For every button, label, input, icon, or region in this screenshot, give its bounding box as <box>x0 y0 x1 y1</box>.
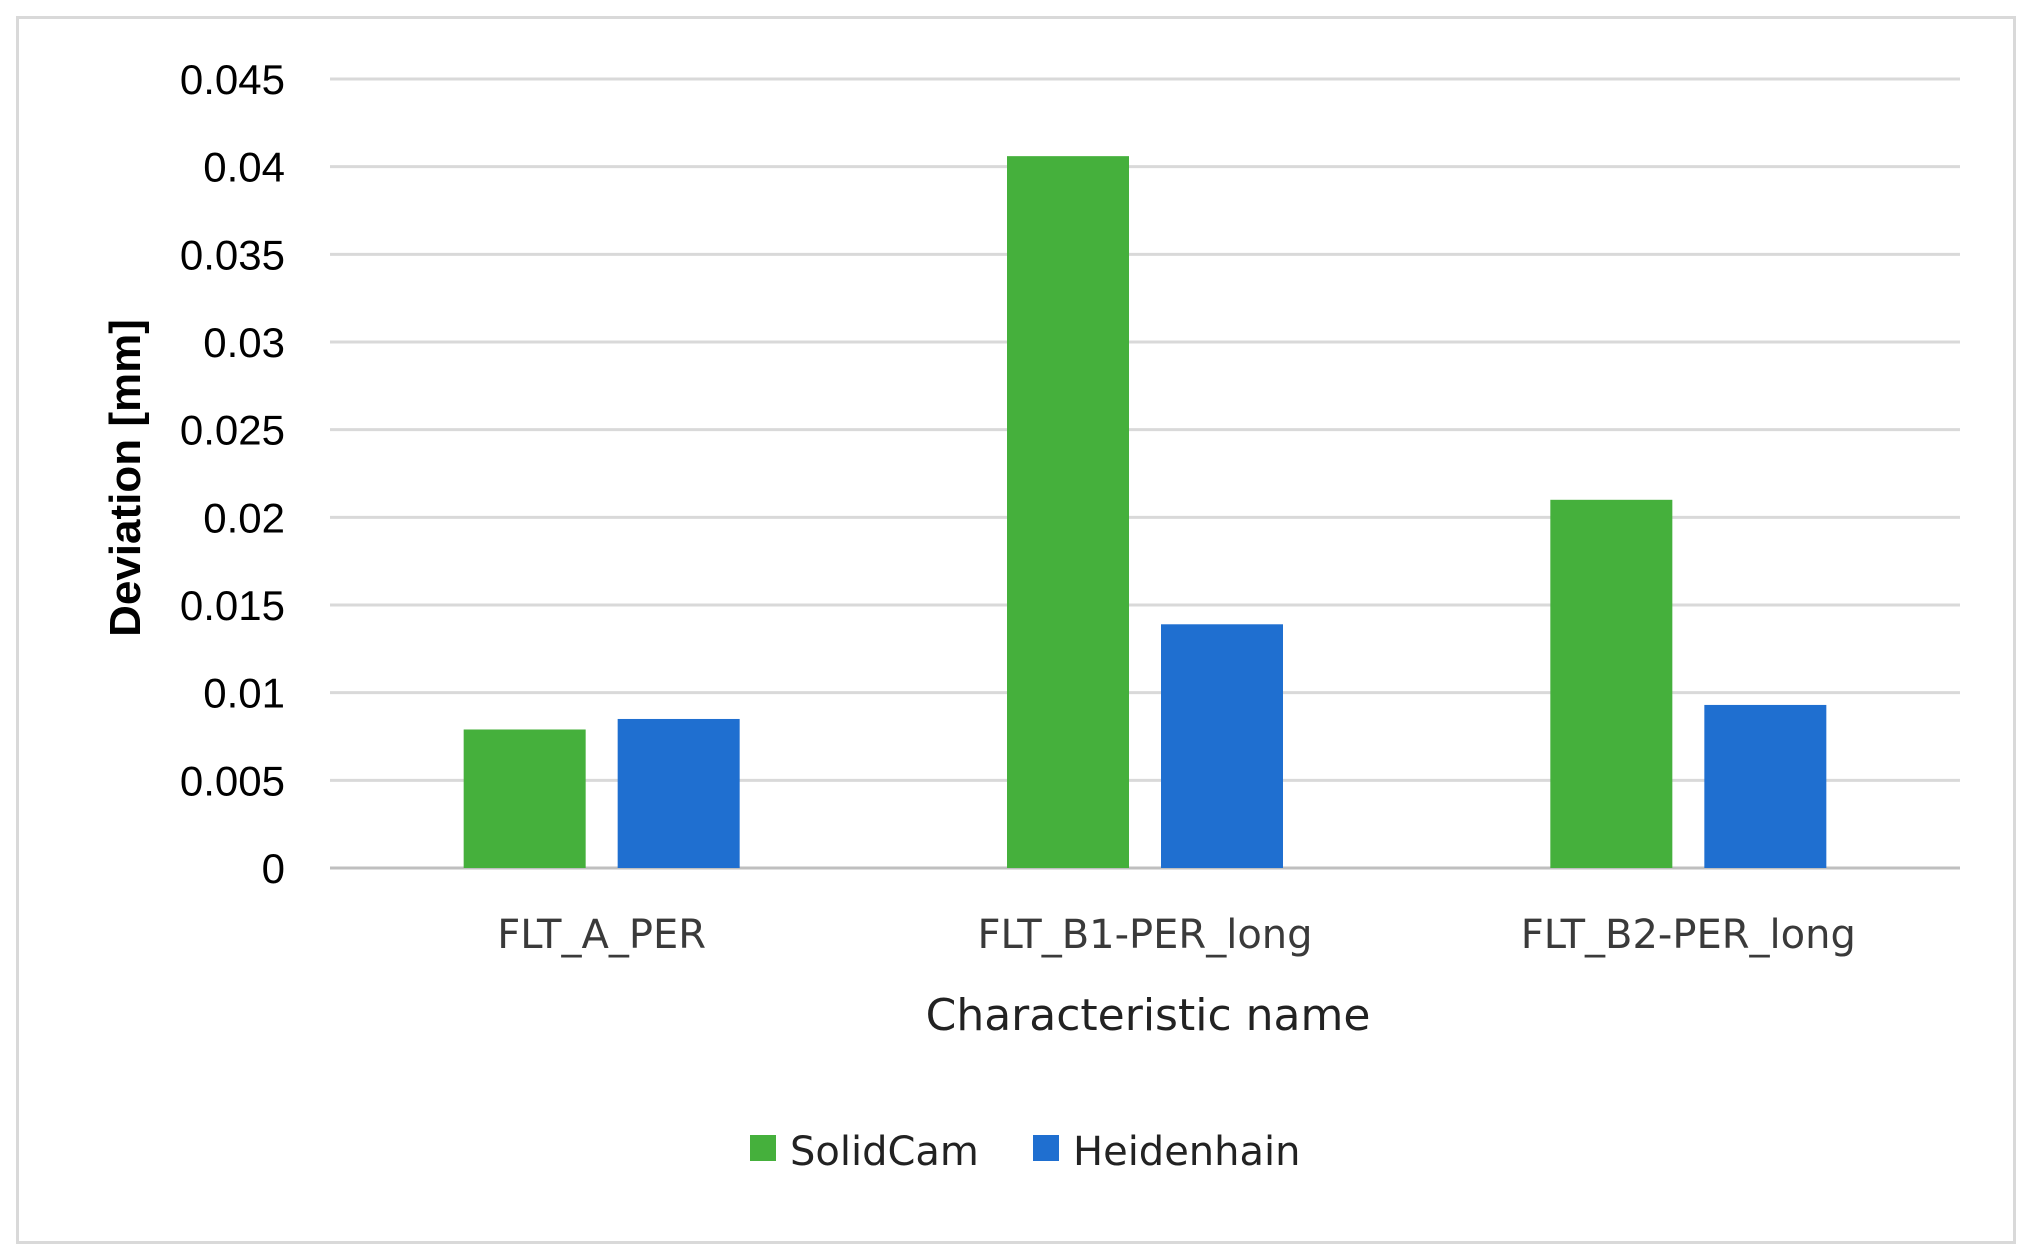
bars <box>463 156 1827 868</box>
y-tick-label: 0.01 <box>203 670 285 717</box>
bar-solidcam-2 <box>1007 156 1129 868</box>
y-tick-label: 0.015 <box>180 582 285 629</box>
y-axis-ticks: 0 0.005 0.01 0.015 0.02 0.025 0.03 0.035 0.04 0.0… <box>180 56 285 892</box>
y-tick-label: 0.03 <box>203 319 285 366</box>
y-tick-label: 0.025 <box>180 407 285 454</box>
bar-heidenhain-1 <box>617 718 740 868</box>
legend-swatch-solidcam <box>750 1135 776 1161</box>
bar-solidcam-3 <box>1550 499 1673 868</box>
x-tick-label: FLT_A_PER <box>497 912 706 958</box>
x-tick-label: FLT_B1-PER_long <box>977 912 1312 958</box>
x-axis-ticks: FLT_A_PER FLT_B1-PER_long FLT_B2-PER_long <box>497 912 1856 958</box>
bar-heidenhain-3 <box>1704 704 1827 868</box>
gridlines <box>330 77 1960 870</box>
y-tick-label: 0.04 <box>203 144 285 191</box>
y-tick-label: 0.035 <box>180 231 285 278</box>
x-tick-label: FLT_B2-PER_long <box>1521 912 1856 958</box>
bar-heidenhain-2 <box>1161 624 1283 868</box>
legend-label-solidcam: SolidCam <box>790 1129 979 1175</box>
bar-solidcam-1 <box>463 729 586 868</box>
legend-swatch-heidenhain <box>1033 1135 1059 1161</box>
y-tick-label: 0.045 <box>180 56 285 103</box>
legend-label-heidenhain: Heidenhain <box>1073 1129 1300 1175</box>
x-axis-label: Characteristic name <box>926 990 1371 1041</box>
y-tick-label: 0 <box>262 845 285 892</box>
y-axis-label: Deviation [mm] <box>101 319 150 637</box>
y-tick-label: 0.005 <box>180 757 285 804</box>
y-tick-label: 0.02 <box>203 494 285 541</box>
legend: SolidCam Heidenhain <box>750 1129 1300 1175</box>
